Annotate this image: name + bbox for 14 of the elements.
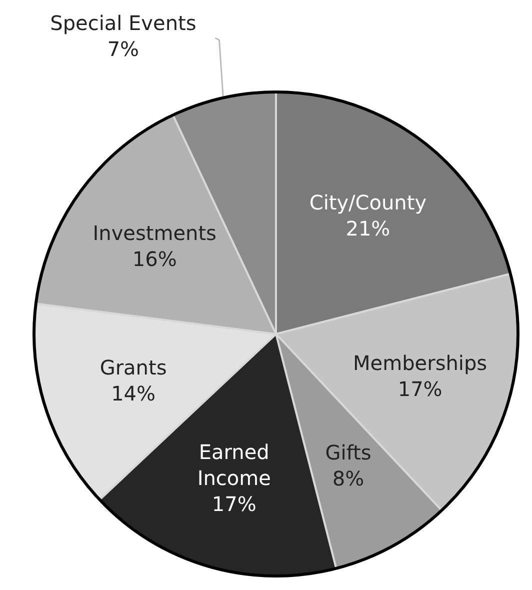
data-label: 21% bbox=[346, 216, 390, 240]
slice-label: Special Events bbox=[50, 11, 196, 35]
data-label: 14% bbox=[111, 381, 156, 406]
data-label: 17% bbox=[212, 492, 256, 516]
slice-label: Gifts bbox=[325, 440, 372, 464]
data-label: 8% bbox=[332, 466, 364, 490]
slice-label: City/County bbox=[309, 190, 427, 214]
data-label: 17% bbox=[398, 376, 442, 401]
slice-label: Earned Income bbox=[197, 440, 271, 490]
slice-label: Memberships bbox=[353, 350, 488, 375]
data-label: 16% bbox=[132, 246, 177, 271]
slice-label: Investments bbox=[92, 220, 216, 245]
data-label: 7% bbox=[107, 37, 140, 61]
slice-label: Grants bbox=[100, 355, 167, 380]
